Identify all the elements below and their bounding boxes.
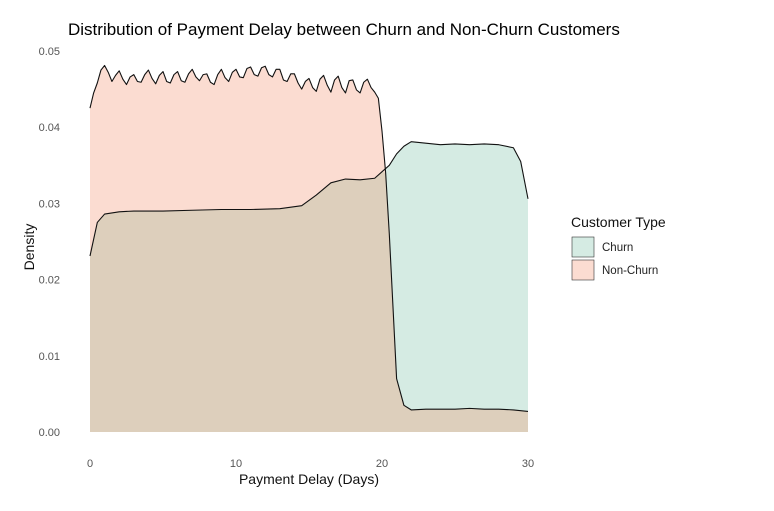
y-tick-label: 0.04 [39,122,60,134]
y-tick-label: 0.05 [39,46,60,58]
x-axis-ticks: 0 10 20 30 [87,458,534,470]
series-line-non-churn [89,64,529,412]
legend-label-non-churn: Non-Churn [602,265,658,277]
x-tick-label: 0 [87,458,93,470]
legend: Customer Type Churn Non-Churn [571,214,666,281]
overlap-area [90,171,528,432]
x-tick-label: 30 [522,458,534,470]
x-axis-title: Payment Delay (Days) [239,471,379,487]
x-tick-label: 20 [376,458,388,470]
legend-swatch-churn [571,236,595,258]
legend-label-churn: Churn [602,242,633,254]
y-tick-label: 0.03 [39,198,60,210]
legend-swatch-non-churn [571,259,595,281]
y-tick-label: 0.02 [39,275,60,287]
legend-items: Churn Non-Churn [571,236,658,281]
series-layer [89,64,529,432]
y-tick-label: 0.00 [39,427,60,439]
plot-area [89,64,529,432]
legend-title: Customer Type [571,214,666,230]
y-tick-label: 0.01 [39,351,60,363]
y-axis-title: Density [21,224,37,271]
series-line-churn [89,141,529,257]
chart-title: Distribution of Payment Delay between Ch… [68,20,620,39]
y-axis-ticks: 0.00 0.01 0.02 0.03 0.04 0.05 [39,46,60,439]
x-tick-label: 10 [230,458,242,470]
